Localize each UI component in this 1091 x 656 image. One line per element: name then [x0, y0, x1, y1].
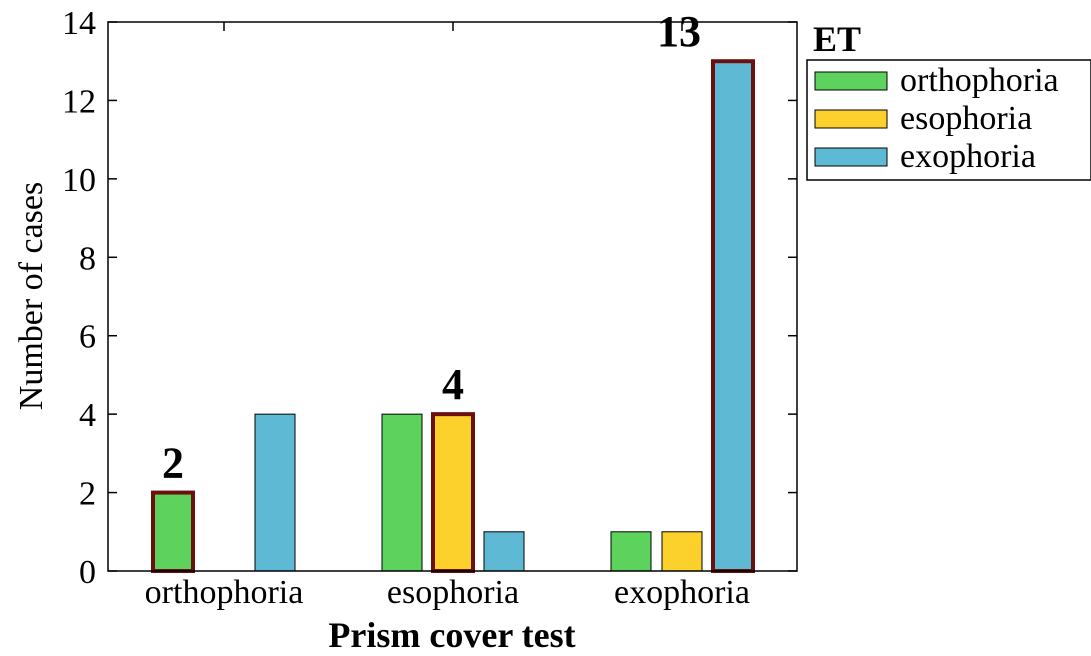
legend-title: ET — [813, 19, 861, 59]
bar-data-label: 13 — [657, 7, 701, 56]
bar-exophoria-exophoria — [711, 59, 755, 573]
y-tick-label: 8 — [79, 240, 96, 277]
bars-layer — [151, 59, 755, 574]
legend-swatch — [814, 109, 888, 129]
x-tick-label: esophoria — [387, 574, 519, 611]
y-tick-label: 2 — [79, 476, 96, 513]
legend-swatch — [814, 147, 888, 167]
bar-exophoria-orthophoria — [610, 531, 652, 572]
bar-orthophoria-exophoria — [254, 413, 296, 572]
y-tick-label: 14 — [62, 5, 96, 42]
legend-label: esophoria — [900, 100, 1032, 137]
y-tick-label: 6 — [79, 319, 96, 356]
bar-exophoria-esophoria — [661, 531, 703, 572]
x-axis-label: Prism cover test — [328, 615, 575, 655]
legend-swatch — [814, 71, 888, 91]
y-axis: 0 2 4 6 8 10 12 14 — [62, 5, 797, 591]
legend-label: orthophoria — [900, 62, 1059, 99]
bar-esophoria-exophoria — [483, 531, 525, 572]
legend-label: exophoria — [900, 138, 1036, 175]
x-axis: orthophoria esophoria exophoria — [145, 22, 750, 611]
bar-data-label: 2 — [162, 439, 184, 488]
bar-data-label: 4 — [442, 360, 464, 409]
bar-esophoria-orthophoria — [381, 413, 423, 572]
x-tick-label: orthophoria — [145, 574, 304, 611]
y-tick-label: 0 — [79, 554, 96, 591]
y-tick-label: 4 — [79, 397, 96, 434]
bar-orthophoria-orthophoria — [151, 490, 195, 574]
y-axis-label: Number of cases — [13, 182, 50, 410]
x-tick-label: exophoria — [614, 574, 750, 611]
data-labels: 2 4 13 — [162, 7, 701, 487]
bar-esophoria-esophoria — [431, 412, 475, 573]
y-tick-label: 12 — [62, 83, 96, 120]
y-tick-label: 10 — [62, 162, 96, 199]
